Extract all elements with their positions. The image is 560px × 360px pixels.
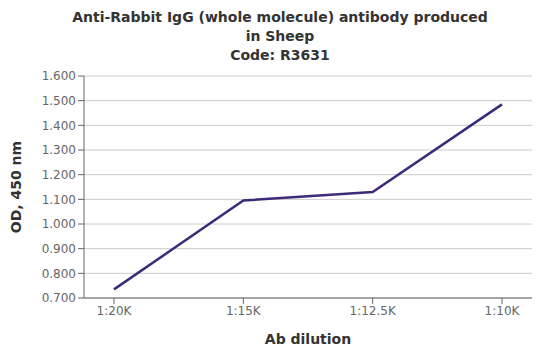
svg-text:OD, 450 nm: OD, 450 nm xyxy=(8,141,24,233)
svg-text:1.100: 1.100 xyxy=(42,193,76,207)
svg-text:1.400: 1.400 xyxy=(42,119,76,133)
svg-text:1:15K: 1:15K xyxy=(226,304,262,318)
html-text:Anti-Rabbit IgG (whole molecul: Anti-Rabbit IgG (whole molecule) antibod… xyxy=(72,9,488,25)
svg-text:1.200: 1.200 xyxy=(42,168,76,182)
svg-text:1:12.5K: 1:12.5K xyxy=(350,304,397,318)
svg-text:1:20K: 1:20K xyxy=(97,304,133,318)
svg-text:1.600: 1.600 xyxy=(42,69,76,83)
svg-text:1.300: 1.300 xyxy=(42,143,76,157)
svg-text:0.900: 0.900 xyxy=(42,242,76,256)
svg-text:1.500: 1.500 xyxy=(42,94,76,108)
svg-text:0.800: 0.800 xyxy=(42,267,76,281)
svg-text:1:10K: 1:10K xyxy=(485,304,521,318)
html-text:in Sheep: in Sheep xyxy=(245,28,315,44)
svg-text:1.000: 1.000 xyxy=(42,217,76,231)
svg-text:Ab dilution: Ab dilution xyxy=(265,331,351,347)
svg-text:0.700: 0.700 xyxy=(42,291,76,305)
html-text:Code: R3631: Code: R3631 xyxy=(230,47,330,63)
